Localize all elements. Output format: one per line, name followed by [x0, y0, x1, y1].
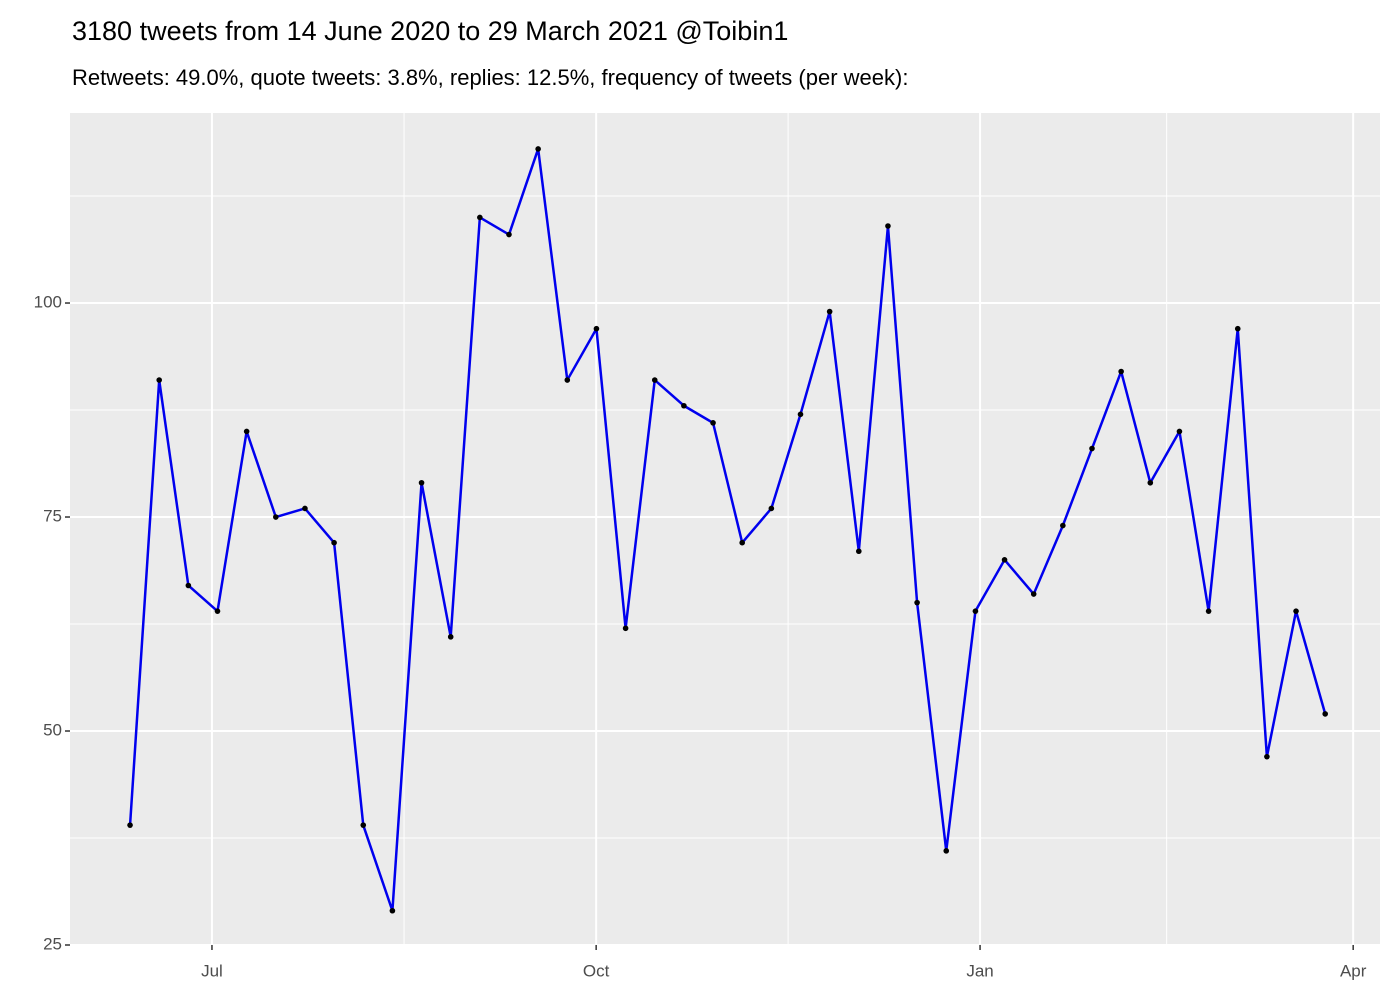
point	[972, 608, 979, 614]
point	[885, 223, 891, 229]
x-tick-label: Jan	[966, 961, 993, 980]
y-tick-label: 100	[34, 293, 62, 312]
x-tick-label: Oct	[583, 961, 610, 980]
point	[1234, 325, 1241, 332]
point	[185, 582, 192, 589]
point	[506, 231, 512, 238]
point	[1030, 591, 1037, 597]
point	[360, 822, 367, 828]
point	[1089, 445, 1095, 452]
chart-subtitle: Retweets: 49.0%, quote tweets: 3.8%, rep…	[72, 65, 908, 90]
point	[331, 539, 337, 546]
line	[128, 147, 1327, 913]
point	[389, 907, 396, 914]
point	[1264, 753, 1270, 760]
point	[1205, 608, 1212, 614]
point	[272, 514, 279, 520]
point	[214, 608, 221, 614]
point	[156, 377, 162, 383]
point	[418, 479, 425, 486]
point	[739, 539, 745, 546]
point	[826, 308, 833, 315]
point	[1147, 479, 1154, 486]
point	[710, 420, 716, 426]
point	[943, 848, 950, 854]
point	[651, 377, 658, 383]
plot-background	[70, 113, 1380, 945]
point	[1176, 428, 1183, 435]
point	[1118, 368, 1124, 375]
y-tick-label: 25	[43, 934, 62, 953]
point	[593, 325, 600, 332]
point	[622, 625, 629, 632]
point	[1001, 557, 1008, 563]
point	[477, 214, 483, 221]
point	[768, 505, 775, 512]
point	[1060, 522, 1066, 529]
point	[1293, 608, 1299, 614]
point	[302, 505, 308, 512]
y-tick-label: 75	[43, 507, 62, 526]
y-tick-label: 50	[43, 720, 62, 739]
x-tick-label: Apr	[1340, 961, 1367, 980]
point	[447, 634, 454, 640]
point	[681, 402, 687, 409]
point	[855, 548, 862, 555]
point	[127, 822, 133, 828]
point	[797, 411, 804, 418]
point	[914, 599, 920, 606]
chart-title: 3180 tweets from 14 June 2020 to 29 Marc…	[72, 16, 788, 46]
point	[1322, 711, 1328, 717]
x-tick-label: Jul	[201, 961, 223, 980]
point	[243, 428, 250, 435]
point	[535, 146, 541, 152]
point	[564, 377, 571, 383]
